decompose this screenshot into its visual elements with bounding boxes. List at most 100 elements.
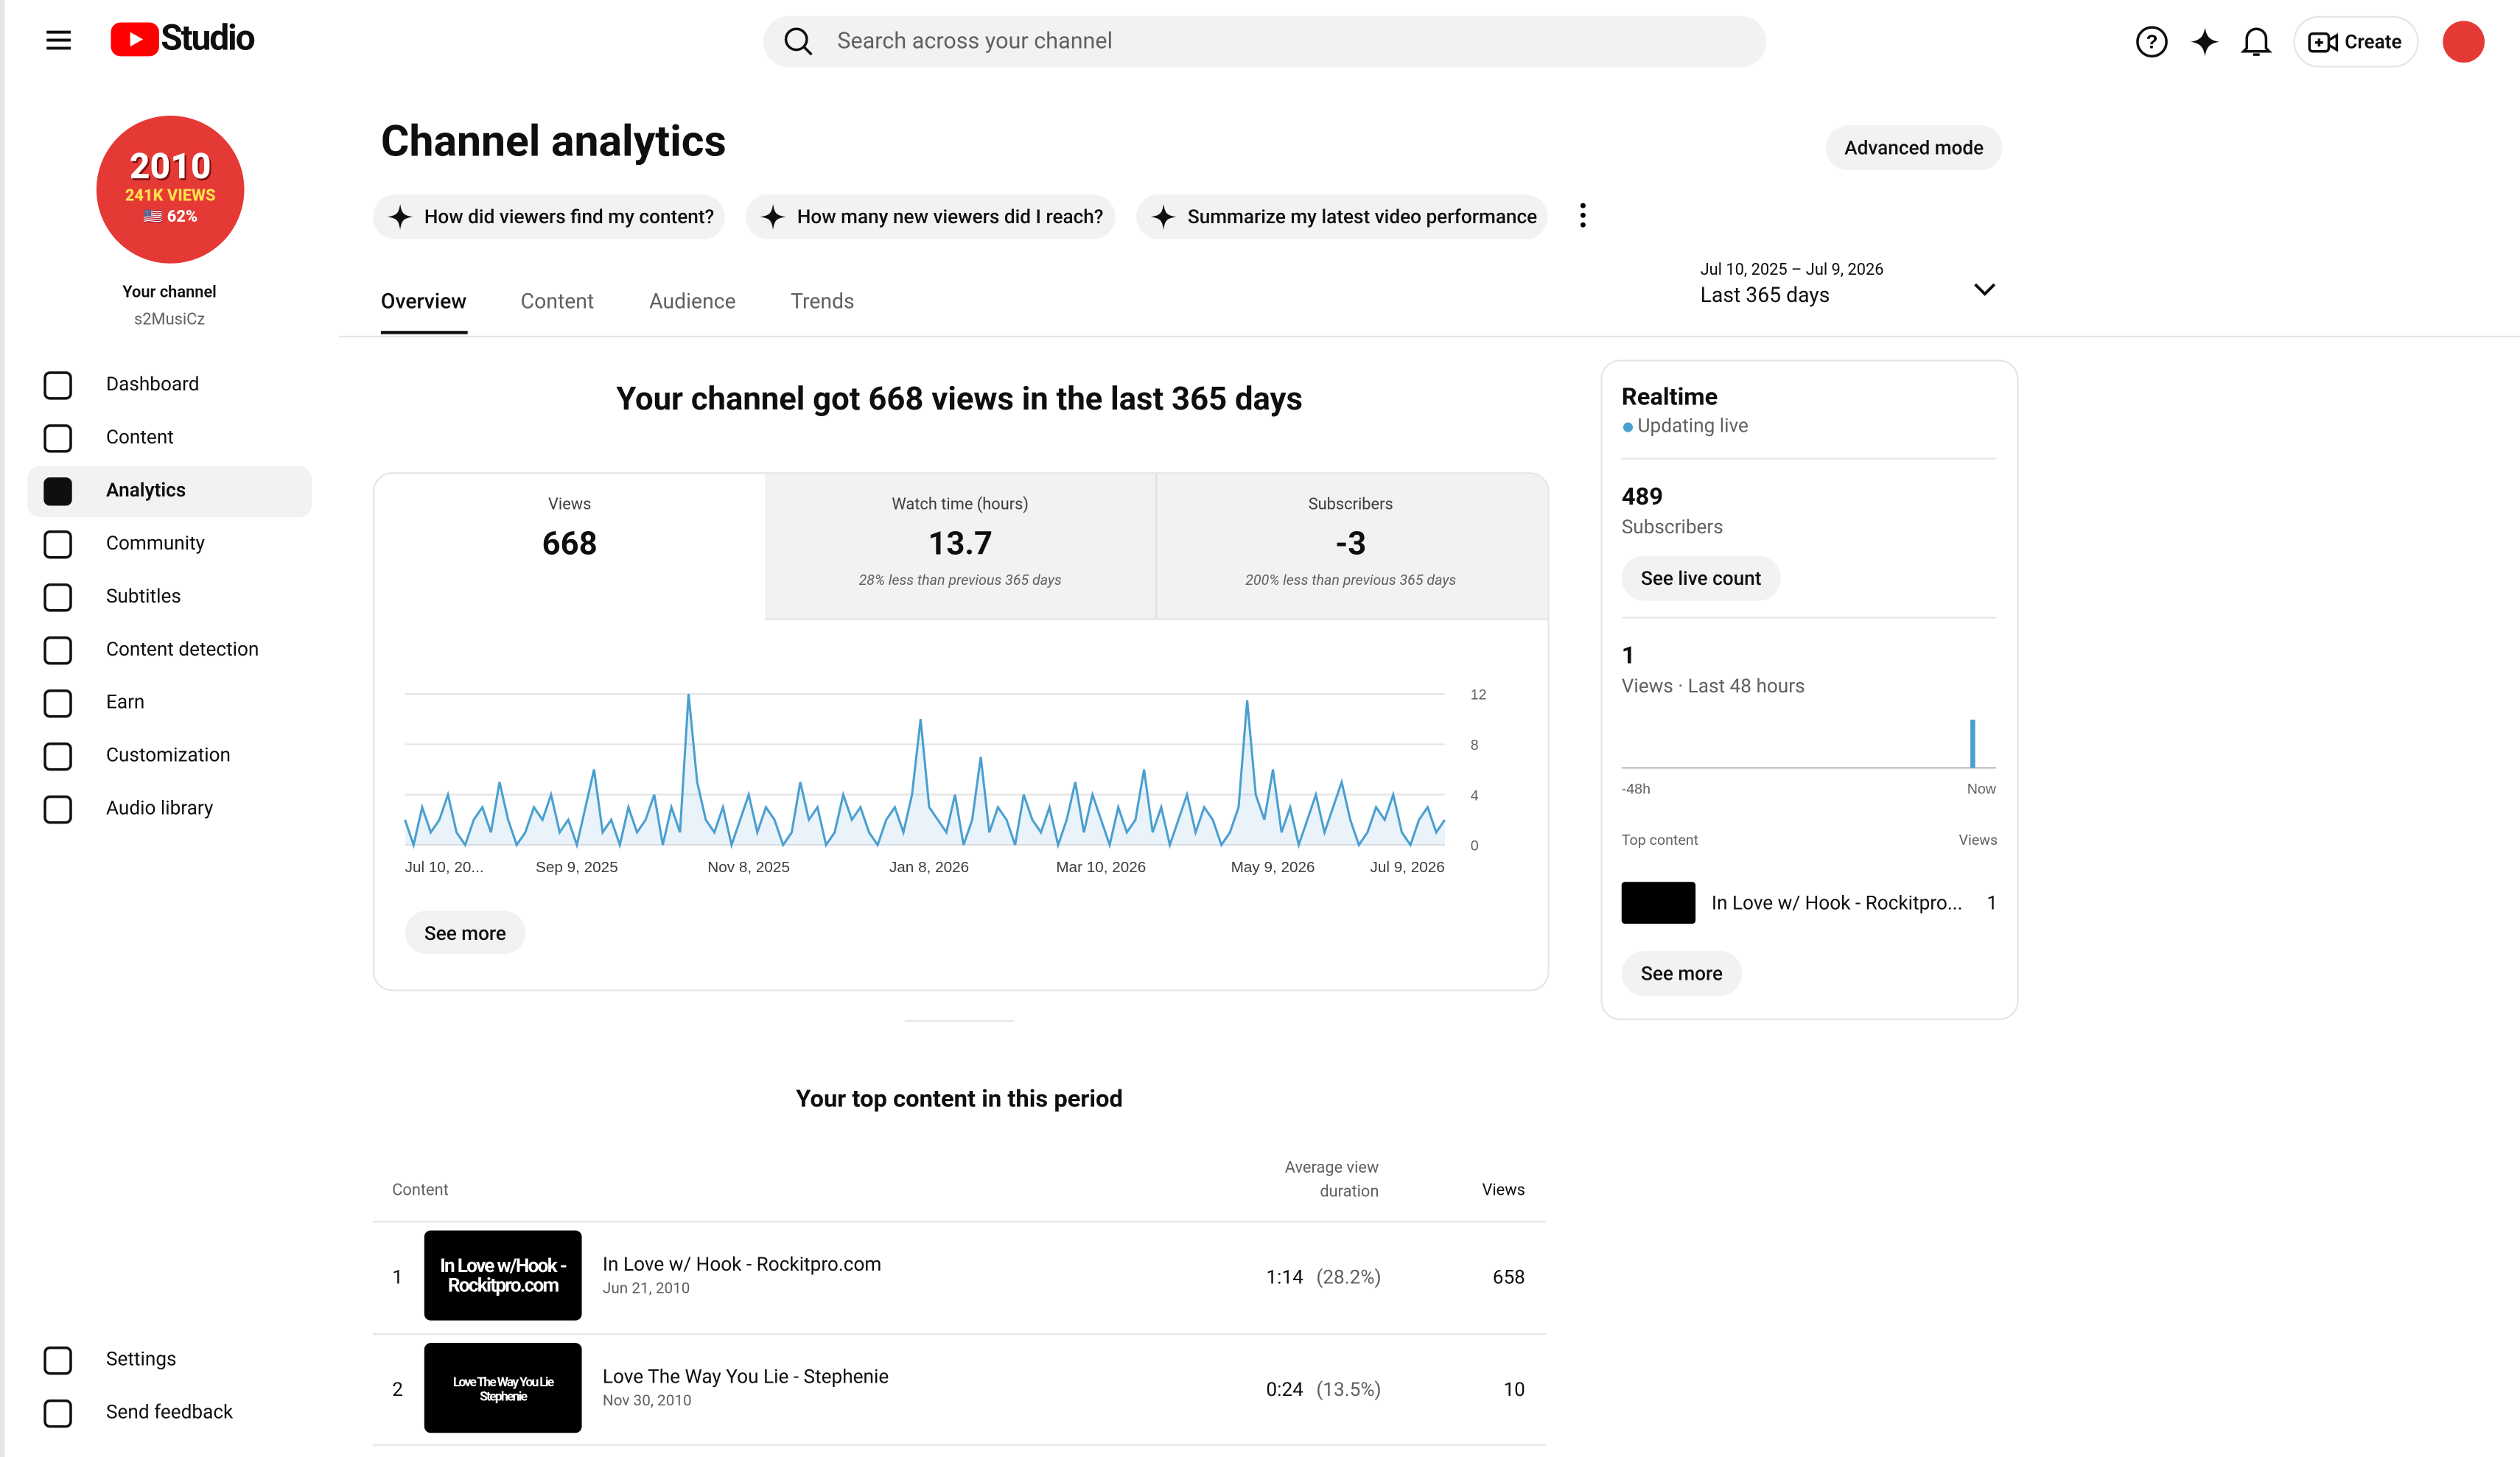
nav-icon — [43, 530, 72, 559]
thumbnail[interactable]: Love The Way You Lie Stephenie — [424, 1343, 582, 1433]
badge-line: 2010 — [129, 147, 211, 189]
x-tick-label: Mar 10, 2026 — [1056, 859, 1146, 876]
realtime-title: Realtime — [1621, 382, 1718, 412]
more-icon[interactable] — [1573, 199, 1592, 231]
icon-shape — [387, 203, 413, 230]
see-more-button[interactable]: See more — [405, 910, 526, 955]
x-tick-label: Jul 9, 2026 — [1371, 859, 1445, 876]
advanced-mode-button[interactable]: Advanced mode — [1825, 125, 2003, 171]
divider — [1621, 457, 1996, 460]
views: 10 — [1503, 1378, 1525, 1401]
top-content-title: Your top content in this period — [796, 1084, 1123, 1114]
icon-shape — [760, 203, 786, 230]
x-tick-label: Sep 9, 2025 — [536, 859, 618, 876]
column-header: Content — [392, 1182, 449, 1201]
badge-line: 241K VIEWS — [125, 188, 216, 206]
ai-icon[interactable] — [2188, 24, 2223, 60]
divider — [339, 335, 2520, 337]
views-column-label: Views — [1959, 833, 1998, 850]
tab[interactable]: Trends — [791, 290, 855, 315]
prompt-chip[interactable]: Summarize my latest video performance — [1136, 194, 1548, 239]
tab[interactable]: Audience — [649, 290, 736, 315]
nav-item[interactable]: Send feedback — [105, 1400, 234, 1424]
thumbnail[interactable]: In Love w/Hook - Rockitpro.com — [424, 1230, 582, 1321]
tab[interactable]: Overview — [380, 290, 467, 315]
metric-tab[interactable]: Views 668 — [374, 474, 765, 618]
nav-item[interactable]: Analytics — [105, 478, 186, 502]
nav-icon — [43, 795, 72, 824]
icon-shape — [43, 689, 72, 718]
thumbnail-text: In Love w/Hook - Rockitpro.com — [440, 1254, 567, 1296]
nav-item[interactable]: Earn — [105, 690, 145, 714]
prompt-text: How did viewers find my content? — [424, 206, 715, 228]
nav-item[interactable]: Community — [105, 531, 206, 555]
icon-shape — [43, 530, 72, 559]
help-icon[interactable]: ? — [2135, 24, 2170, 60]
bar — [1970, 720, 1975, 768]
nav-icon — [43, 1346, 72, 1375]
realtime-views: 1 — [1621, 641, 1636, 670]
search-icon — [784, 27, 813, 56]
notifications-icon[interactable] — [2239, 23, 2274, 61]
subscriber-count: 489 — [1621, 482, 1664, 511]
see-more-button[interactable]: See more — [1621, 951, 1743, 997]
live-count-button[interactable]: See live count — [1621, 555, 1781, 601]
prompt-chip[interactable]: How did viewers find my content? — [373, 194, 725, 239]
sparkle-icon — [387, 203, 413, 230]
realtime-chart: -48h Now — [1621, 720, 1996, 797]
create-button[interactable]: Create — [2293, 15, 2419, 68]
nav-item[interactable]: Content detection — [105, 637, 259, 661]
date-label[interactable]: Last 365 days — [1700, 284, 1830, 309]
nav-item[interactable]: Dashboard — [105, 372, 200, 396]
thumbnail[interactable] — [1621, 882, 1696, 924]
video-title[interactable]: In Love w/ Hook - Rockitpro.com — [602, 1253, 882, 1276]
menu-icon[interactable] — [43, 26, 76, 55]
channel-avatar[interactable]: 2010 241K VIEWS 🇺🇸 62% — [96, 116, 245, 264]
realtime-views-label: Views · Last 48 hours — [1621, 674, 1805, 698]
metric-tab[interactable]: Subscribers -3 200% less than previous 365… — [1155, 474, 1546, 618]
nav-item[interactable]: Subtitles — [105, 584, 181, 608]
sparkle-icon — [760, 203, 786, 230]
metric-value: 13.7 — [928, 523, 993, 563]
y-tick-label: 8 — [1471, 737, 1479, 754]
channel-name: s2MusiCz — [134, 312, 206, 330]
prompt-chip[interactable]: How many new viewers did I reach? — [746, 194, 1116, 239]
avatar[interactable] — [2443, 21, 2485, 63]
search-box[interactable]: Search across your channel — [763, 15, 1767, 68]
top-content-label: Top content — [1621, 833, 1699, 850]
metric-value: -3 — [1335, 523, 1367, 563]
summary-card: Views 668 Watch time (hours) 13.7 28% less t… — [373, 472, 1550, 991]
row-border — [373, 1444, 1547, 1446]
nav-item[interactable]: Content — [105, 425, 174, 449]
dropdown-icon[interactable] — [1972, 278, 1998, 301]
metric-note: 28% less than previous 365 days — [858, 573, 1062, 590]
metric-value: 668 — [542, 523, 598, 563]
logo-text[interactable]: Studio — [161, 19, 256, 60]
nav-icon — [43, 1399, 72, 1428]
video-title[interactable]: Love The Way You Lie - Stephenie — [602, 1365, 889, 1388]
logo-icon[interactable] — [111, 22, 159, 58]
metric-tab[interactable]: Watch time (hours) 13.7 28% less than prev… — [765, 474, 1155, 618]
metric-label: Subscribers — [1308, 496, 1393, 514]
sparkle-icon — [1150, 203, 1177, 230]
line — [404, 693, 1446, 849]
tab[interactable]: Content — [520, 290, 595, 315]
row-rank: 1 — [392, 1265, 403, 1289]
nav-icon — [43, 689, 72, 718]
nav-item[interactable]: Audio library — [105, 796, 214, 820]
views: 658 — [1492, 1265, 1525, 1289]
y-tick-label: 0 — [1471, 838, 1479, 854]
date-range[interactable]: Jul 10, 2025 – Jul 9, 2026 — [1700, 261, 1884, 280]
axis-label: Now — [1967, 781, 1996, 797]
column-header: Views — [1482, 1182, 1525, 1201]
nav-icon — [43, 477, 72, 506]
realtime-card: Realtime Updating live 489 Subscribers S… — [1600, 359, 2019, 1020]
subscriber-label: Subscribers — [1621, 516, 1723, 538]
nav-item[interactable]: Settings — [105, 1347, 177, 1371]
duration: 0:24 — [1266, 1378, 1303, 1401]
duration-percent: (28.2%) — [1316, 1265, 1382, 1289]
nav-item[interactable]: Customization — [105, 743, 231, 767]
top-item-title[interactable]: In Love w/ Hook - Rockitpro... — [1711, 891, 1963, 914]
search-placeholder: Search across your channel — [837, 29, 1113, 55]
